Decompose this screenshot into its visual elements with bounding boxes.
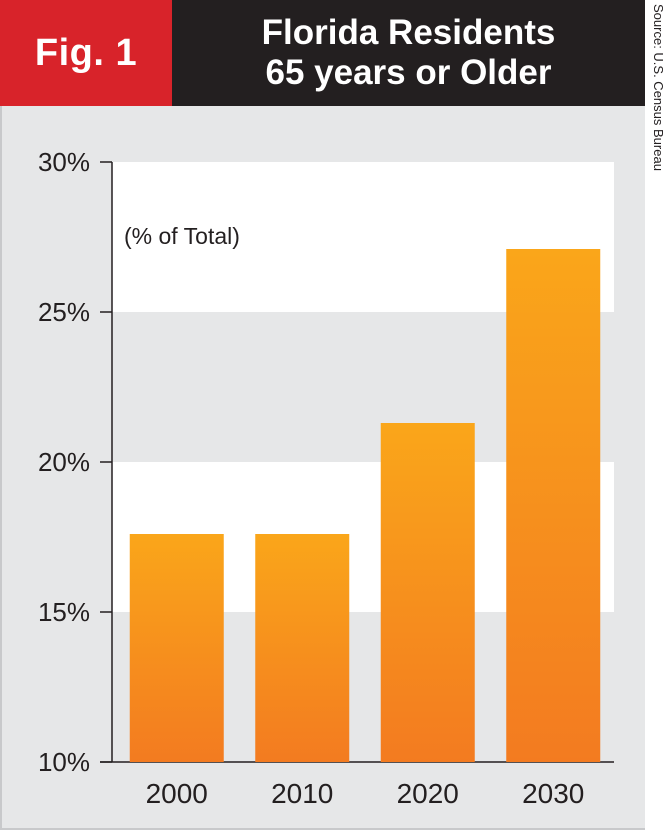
y-axis-label: (% of Total) [124, 223, 240, 249]
figure-badge: Fig. 1 [0, 0, 172, 106]
chart-title-line-1: Florida Residents [261, 13, 556, 52]
y-tick-label: 10% [38, 747, 90, 777]
bar-2020 [380, 423, 475, 762]
x-tick-label: 2030 [522, 778, 584, 809]
figure-badge-label: Fig. 1 [34, 31, 138, 74]
bar-2010 [255, 534, 350, 762]
chart-title-line-2: 65 years or Older [265, 53, 552, 92]
y-tick-labels: 10% 15% 20% 25% 30% [38, 147, 90, 777]
x-tick-labels: 2000 2010 2020 2030 [146, 778, 585, 809]
y-tick-label: 30% [38, 147, 90, 177]
chart-title: Florida Residents 65 years or Older [172, 0, 645, 106]
x-tick-label: 2010 [271, 778, 333, 809]
x-tick-label: 2000 [146, 778, 208, 809]
x-tick-label: 2020 [397, 778, 459, 809]
bar-2030 [506, 249, 601, 762]
y-tick-label: 20% [38, 447, 90, 477]
y-tick-label: 25% [38, 297, 90, 327]
bar-2000 [129, 534, 224, 762]
y-tick-label: 15% [38, 597, 90, 627]
bars [129, 249, 601, 762]
